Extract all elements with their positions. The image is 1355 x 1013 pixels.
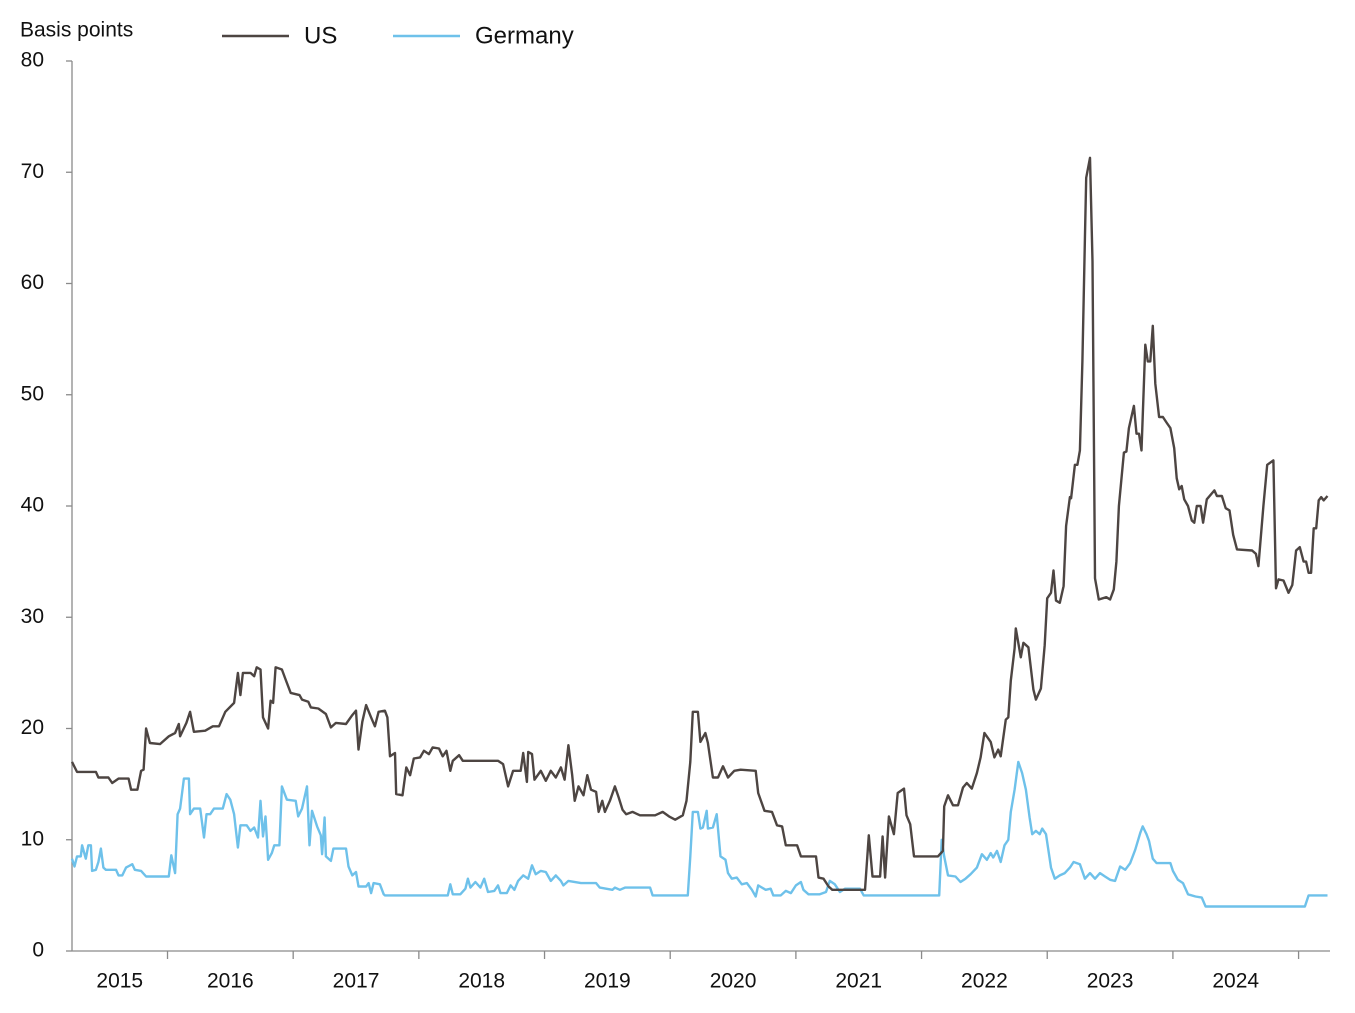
y-tick-label: 0 <box>32 939 44 962</box>
legend-label: Germany <box>475 22 574 49</box>
x-tick-label: 2016 <box>207 970 254 993</box>
x-tick-label: 2018 <box>458 970 505 993</box>
y-tick-label: 40 <box>21 494 44 517</box>
y-tick-label: 70 <box>21 160 44 183</box>
x-tick-label: 2020 <box>710 970 757 993</box>
y-tick-label: 30 <box>21 605 44 628</box>
x-tick-label: 2024 <box>1212 970 1259 993</box>
y-tick-label: 80 <box>21 49 44 72</box>
y-tick-label: 60 <box>21 271 44 294</box>
x-tick-label: 2015 <box>96 970 143 993</box>
x-tick-label: 2021 <box>835 970 882 993</box>
series-line <box>70 156 1329 891</box>
y-tick-label: 10 <box>21 827 44 850</box>
y-axis-label: Basis points <box>20 19 133 42</box>
y-tick-label: 20 <box>21 716 44 739</box>
x-tick-label: 2022 <box>961 970 1008 993</box>
y-tick-label: 50 <box>21 382 44 405</box>
series-line <box>70 760 1328 908</box>
x-tick-label: 2019 <box>584 970 631 993</box>
legend-label: US <box>304 22 337 49</box>
x-tick-label: 2017 <box>333 970 380 993</box>
x-tick-label: 2023 <box>1087 970 1134 993</box>
